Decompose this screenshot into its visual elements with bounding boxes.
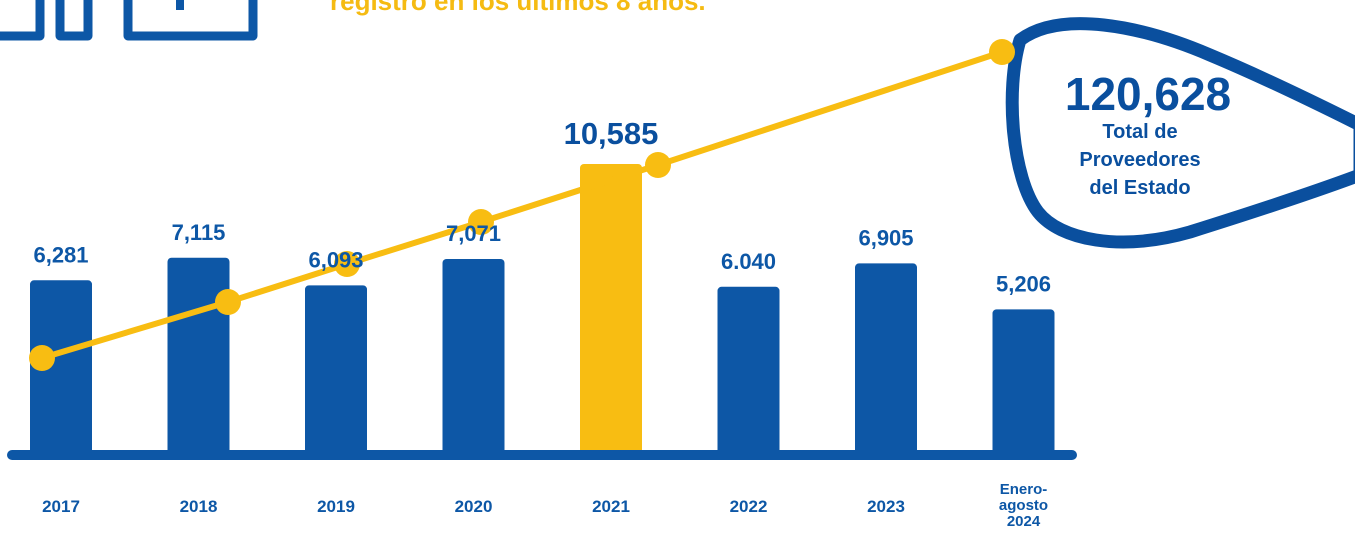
bar-2017 [30, 280, 92, 455]
bar-2019 [305, 285, 367, 455]
x-tick-label: 2020 [455, 497, 493, 516]
data-label: 6,093 [308, 247, 363, 272]
header-icons [0, 0, 258, 41]
trend-point [645, 152, 671, 178]
total-caption-line-2: Proveedores [1079, 149, 1200, 171]
total-badge: 120,628 Total de Proveedores del Estado [1065, 68, 1231, 199]
bar-enero-agosto-2024 [992, 309, 1055, 455]
data-label: 6,281 [33, 242, 88, 267]
trend-point [215, 289, 241, 315]
trend-point [989, 39, 1015, 65]
total-caption-line-3: del Estado [1089, 177, 1190, 199]
total-value: 120,628 [1065, 68, 1231, 120]
bar-2021 [580, 164, 642, 455]
trend-line [39, 49, 1005, 361]
trend-point [468, 209, 494, 235]
trend-point [334, 251, 360, 277]
bar-2020 [442, 258, 505, 455]
data-label: 7,115 [172, 220, 226, 245]
data-label: 6,905 [858, 225, 913, 250]
x-tick-label: 2022 [730, 497, 768, 516]
data-label: 6.040 [721, 249, 776, 274]
bar-2018 [167, 257, 230, 455]
trend-point [29, 345, 55, 371]
bar-2022 [717, 286, 780, 455]
total-caption-line-1: Total de [1102, 121, 1177, 143]
bar-2023 [855, 263, 917, 455]
document-icon [123, 0, 258, 41]
x-tick-label: 2021 [592, 497, 630, 516]
x-tick-label: agosto [999, 497, 1048, 514]
document-icon [0, 0, 45, 41]
total-badge-shape [1005, 17, 1355, 249]
chart-heading: registro en los últimos 8 años. [330, 0, 706, 16]
data-label: 5,206 [996, 271, 1051, 296]
x-tick-label: 2018 [180, 497, 218, 516]
x-tick-label: 2023 [867, 497, 905, 516]
x-tick-label: 2017 [42, 497, 80, 516]
x-tick-label: 2019 [317, 497, 355, 516]
x-tick-label: Enero- [1000, 481, 1048, 498]
document-icon [55, 0, 93, 41]
x-tick-label: 2024 [1007, 513, 1041, 530]
data-label: 7,071 [446, 221, 501, 246]
data-label: 10,585 [564, 116, 659, 151]
